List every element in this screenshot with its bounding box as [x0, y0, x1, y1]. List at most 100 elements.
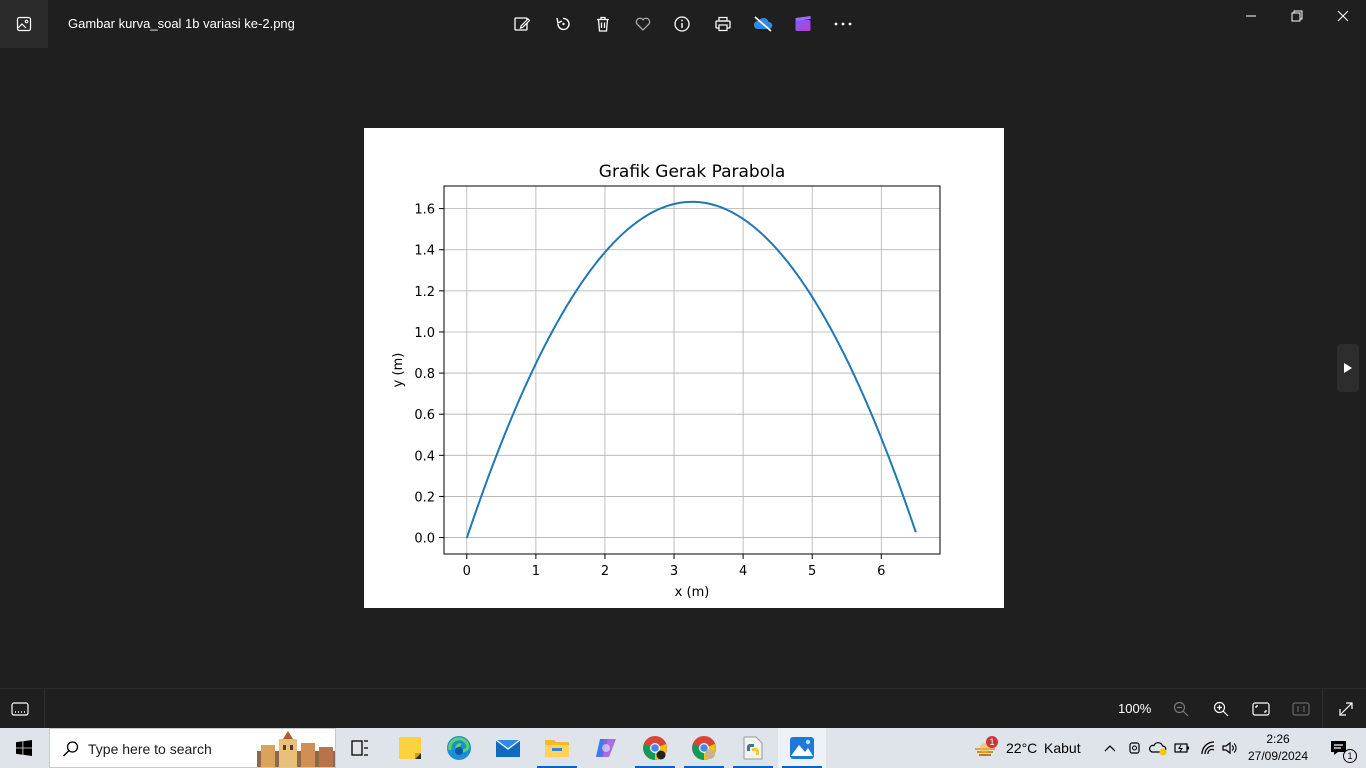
fit-to-window-button[interactable]	[1249, 697, 1273, 721]
x-tick-label: 6	[877, 564, 885, 579]
image-viewer: 0 1 2 3 4 5 6 0.0 0.2 0.4 0.6 0.8 1.0 1.2 1.4 1.6 Grafi…	[0, 48, 1366, 688]
tray-onedrive[interactable]	[1148, 728, 1170, 768]
tray-volume[interactable]	[1219, 728, 1241, 768]
rotate-icon	[556, 17, 570, 31]
restore-icon	[1291, 10, 1303, 22]
plot-background	[444, 186, 940, 554]
print-button[interactable]	[711, 12, 735, 36]
x-tick-label: 3	[670, 564, 678, 579]
start-button[interactable]	[0, 728, 48, 768]
rotate-button[interactable]	[551, 12, 575, 36]
edit-image-button[interactable]	[510, 12, 534, 36]
clock-time: 2:26	[1266, 732, 1290, 746]
taskbar-file-explorer[interactable]	[533, 728, 581, 768]
taskbar-copilot[interactable]	[582, 728, 630, 768]
photos-icon	[790, 737, 814, 759]
edit-icon	[514, 17, 531, 31]
chrome-icon	[643, 736, 667, 760]
more-button[interactable]	[831, 12, 855, 36]
filmstrip-button[interactable]	[8, 697, 32, 721]
chart-title: Grafik Gerak Parabola	[599, 162, 785, 182]
chevron-up-icon	[1104, 745, 1116, 752]
displayed-image: 0 1 2 3 4 5 6 0.0 0.2 0.4 0.6 0.8 1.0 1.2 1.4 1.6 Grafi…	[364, 128, 1004, 608]
trajectory-line	[465, 200, 917, 539]
zoom-in-icon	[1213, 701, 1229, 717]
file-title: Gambar kurva_soal 1b variasi ke-2.png	[68, 16, 295, 31]
taskbar-sticky-notes[interactable]	[386, 728, 434, 768]
zoom-level: 100%	[1118, 701, 1152, 716]
clipchamp-button[interactable]	[791, 12, 815, 36]
minimize-icon	[1246, 15, 1256, 17]
bottom-bar: 100%	[0, 688, 1366, 729]
x-tick-label: 2	[601, 564, 609, 579]
notification-icon	[1331, 741, 1346, 755]
info-button[interactable]	[670, 12, 694, 36]
taskbar-python[interactable]	[729, 728, 777, 768]
clock-date: 27/09/2024	[1247, 749, 1309, 763]
y-tick-label: 1.4	[414, 244, 435, 259]
tray-meet-now[interactable]	[1125, 728, 1145, 768]
actual-size-button[interactable]	[1289, 697, 1313, 721]
favorite-button[interactable]	[631, 12, 655, 36]
edge-icon	[447, 736, 471, 760]
y-tick-label: 0.4	[414, 449, 435, 464]
fullscreen-button[interactable]	[1334, 697, 1358, 721]
notification-count: 1	[1343, 749, 1357, 763]
restore-button[interactable]	[1274, 0, 1320, 32]
x-tick-label: 4	[739, 564, 747, 579]
divider	[44, 689, 45, 729]
expand-icon	[1339, 702, 1353, 716]
parabola-chart: 0 1 2 3 4 5 6 0.0 0.2 0.4 0.6 0.8 1.0 1.2 1.4 1.6 Grafi…	[391, 162, 941, 600]
next-image-button[interactable]	[1337, 344, 1359, 392]
heart-icon	[635, 17, 651, 31]
photos-app-icon[interactable]	[0, 0, 48, 48]
taskbar-mail[interactable]	[484, 728, 532, 768]
x-tick-label: 5	[808, 564, 816, 579]
y-tick-label: 1.0	[414, 326, 435, 341]
plot-frame	[443, 185, 941, 555]
folder-icon	[545, 740, 569, 757]
taskbar-search[interactable]: Type here to search	[49, 728, 336, 768]
delete-button[interactable]	[591, 12, 615, 36]
sticky-notes-icon	[399, 737, 421, 759]
title-bar: Gambar kurva_soal 1b variasi ke-2.png	[0, 0, 1366, 48]
filmstrip-icon	[11, 702, 29, 716]
task-view-icon	[351, 740, 368, 756]
taskbar-clock[interactable]: 2:26 27/09/2024	[1240, 731, 1316, 765]
zoom-out-icon	[1173, 701, 1189, 717]
copilot-icon	[596, 739, 616, 757]
weather-badge: 1	[986, 736, 998, 748]
actual-size-icon	[1292, 702, 1310, 716]
taskbar-chrome-profile[interactable]	[680, 728, 728, 768]
notification-center-button[interactable]: 1	[1318, 728, 1360, 768]
cloud-warning-icon	[1149, 742, 1167, 756]
weather-temperature: 22°C	[1006, 740, 1038, 756]
y-axis-label: y (m)	[391, 353, 406, 388]
cloud-off-icon	[753, 16, 773, 32]
close-icon	[1337, 10, 1349, 22]
taskbar-edge[interactable]	[435, 728, 483, 768]
printer-icon	[715, 16, 731, 32]
mail-icon	[495, 739, 521, 757]
y-tick-label: 1.2	[414, 285, 435, 300]
taskbar-photos[interactable]	[778, 728, 826, 768]
taskbar-chrome[interactable]	[631, 728, 679, 768]
zoom-out-button[interactable]	[1169, 697, 1193, 721]
onedrive-button[interactable]	[751, 12, 775, 36]
info-icon	[674, 16, 690, 32]
windows-logo-icon	[16, 740, 32, 756]
play-right-icon	[1344, 363, 1352, 373]
task-view-button[interactable]	[336, 728, 384, 768]
weather-widget[interactable]: 1	[968, 728, 1002, 768]
show-hidden-icons-button[interactable]	[1100, 728, 1120, 768]
chrome-icon	[692, 736, 716, 760]
tray-battery[interactable]	[1172, 728, 1192, 768]
zoom-in-button[interactable]	[1209, 697, 1233, 721]
close-button[interactable]	[1320, 0, 1366, 32]
search-icon	[63, 741, 79, 757]
y-tick-label: 0.0	[414, 532, 435, 547]
tray-network[interactable]	[1197, 728, 1219, 768]
wifi-icon	[1201, 741, 1215, 755]
minimize-button[interactable]	[1228, 0, 1274, 32]
fit-window-icon	[1252, 702, 1270, 716]
